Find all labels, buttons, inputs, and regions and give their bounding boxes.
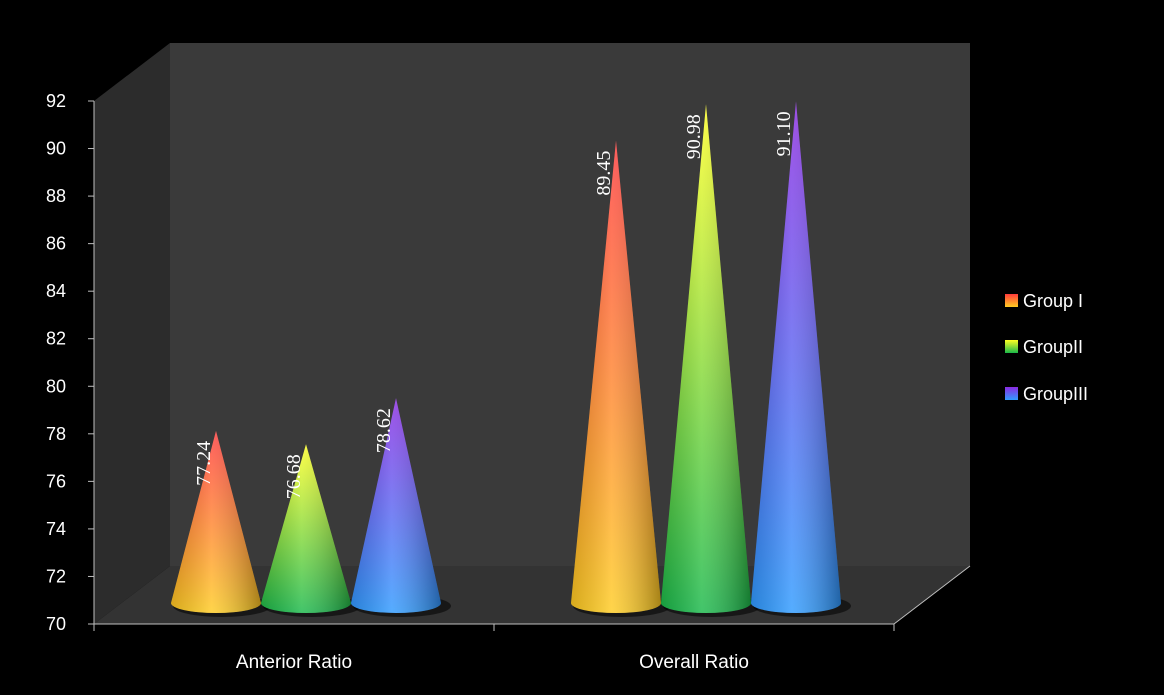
cone-group-i-1 (571, 140, 671, 617)
cone-groupii-0 (261, 444, 361, 617)
y-tick-label: 86 (46, 234, 66, 254)
side-wall (94, 43, 170, 624)
y-tick-label: 82 (46, 329, 66, 349)
data-label: 89.45 (593, 151, 615, 196)
data-label: 77.24 (193, 441, 215, 486)
cone-shading (571, 140, 661, 613)
y-tick-label: 90 (46, 139, 66, 159)
y-tick-label: 72 (46, 566, 66, 586)
cone-shading (261, 444, 351, 613)
data-label: 91.10 (773, 111, 795, 156)
legend-label: Group I (1023, 291, 1083, 311)
legend-item: Group I (1005, 291, 1083, 311)
y-tick-label: 70 (46, 614, 66, 634)
cone-shading (351, 398, 441, 613)
cone-groupii-1 (661, 104, 761, 617)
legend-swatch (1005, 387, 1018, 400)
cone-groupiii-1 (751, 101, 851, 617)
cone-shading (171, 430, 261, 613)
cone-shading (661, 104, 751, 613)
cone-group-i-0 (171, 430, 271, 617)
legend-swatch (1005, 294, 1018, 307)
data-label: 76.68 (283, 454, 305, 499)
legend-item: GroupII (1005, 337, 1083, 357)
y-tick-label: 88 (46, 186, 66, 206)
legend-item: GroupIII (1005, 384, 1088, 404)
floor-edge-line (893, 565, 971, 625)
y-tick-label: 76 (46, 471, 66, 491)
y-tick-label: 74 (46, 519, 66, 539)
y-tick-label: 78 (46, 424, 66, 444)
y-tick-label: 92 (46, 91, 66, 111)
data-label: 90.98 (683, 114, 705, 159)
legend-label: GroupII (1023, 337, 1083, 357)
x-category-label: Overall Ratio (639, 652, 749, 673)
data-label: 78.62 (373, 408, 395, 453)
legend-swatch (1005, 340, 1018, 353)
y-tick-label: 80 (46, 376, 66, 396)
cone-groupiii-0 (351, 398, 451, 617)
cone-shading (751, 101, 841, 614)
y-tick-label: 84 (46, 281, 66, 301)
legend-label: GroupIII (1023, 384, 1088, 404)
x-category-label: Anterior Ratio (236, 652, 352, 673)
